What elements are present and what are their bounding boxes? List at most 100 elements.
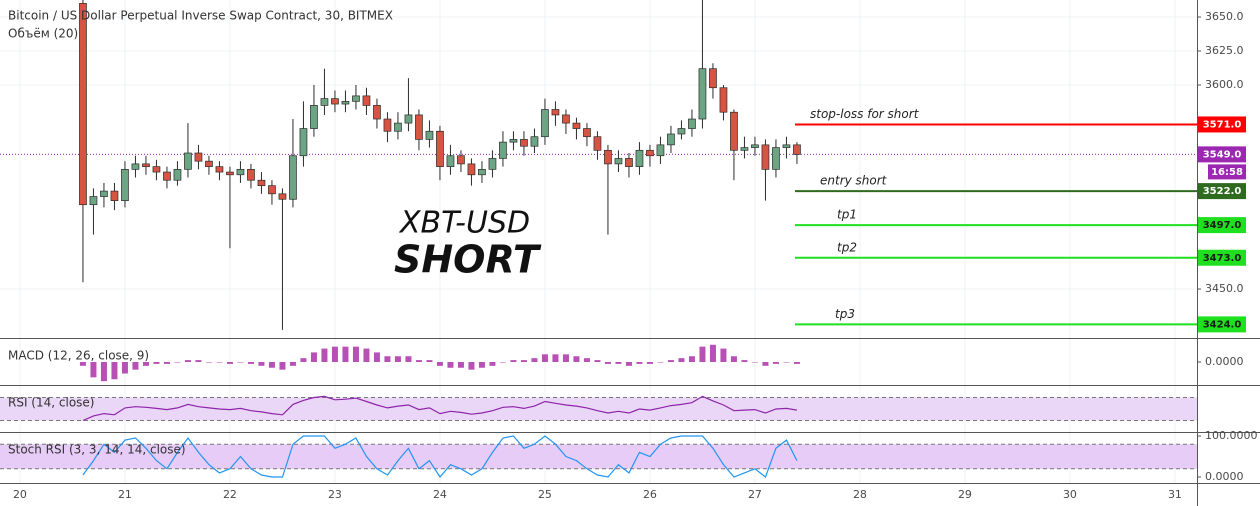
indicator-title: MACD (12, 26, close, 9) xyxy=(8,349,149,363)
histogram-bar xyxy=(111,362,118,380)
histogram-bar xyxy=(562,354,569,362)
annotation-symbol: XBT-USD xyxy=(398,206,530,241)
histogram-bar xyxy=(688,356,695,362)
level-badge xyxy=(1198,116,1246,133)
histogram-bar xyxy=(499,362,506,363)
histogram-bar xyxy=(657,362,664,363)
histogram-bar xyxy=(583,358,590,362)
x-tick-label: 22 xyxy=(223,488,237,501)
histogram-bar xyxy=(489,362,496,366)
candles xyxy=(79,0,801,330)
indicator-line xyxy=(82,395,797,422)
histogram-bar xyxy=(552,354,559,362)
y-tick-label: 0.0000 xyxy=(1205,355,1244,368)
histogram-bar xyxy=(384,356,391,362)
histogram-bar xyxy=(615,362,622,364)
annotation-signal: SHORT xyxy=(394,238,542,282)
histogram-bar xyxy=(258,362,265,366)
candle-body-up xyxy=(131,163,140,170)
y-tick-label: 3450.0 xyxy=(1205,282,1244,295)
candle-body-up xyxy=(677,128,686,135)
histogram-bar xyxy=(594,360,601,362)
histogram-bar xyxy=(783,362,790,363)
candle-body-up xyxy=(173,168,182,181)
candle-body-down xyxy=(593,136,602,151)
histogram-bar xyxy=(300,358,307,362)
histogram-bar xyxy=(132,362,139,370)
candle-body-down xyxy=(278,193,287,200)
candle-body-down xyxy=(730,111,738,151)
histogram-bar xyxy=(373,352,380,362)
level-text: tp1 xyxy=(837,208,857,222)
level-label: 3473.0 xyxy=(1203,253,1242,264)
level-label: 3571.0 xyxy=(1203,119,1242,130)
histogram-bar xyxy=(520,360,527,362)
histogram-bar xyxy=(195,360,202,362)
level-label: 3424.0 xyxy=(1203,319,1242,330)
histogram-bar xyxy=(342,346,349,362)
last-price-badge xyxy=(1198,146,1246,163)
candle-body-up xyxy=(635,149,644,167)
histogram-bar xyxy=(478,362,485,368)
histogram-bar xyxy=(678,358,685,362)
candle-body-down xyxy=(719,87,728,113)
candle-body-up xyxy=(289,155,297,200)
indicator xyxy=(0,435,1197,479)
histogram-bar xyxy=(352,346,359,362)
candle-body-up xyxy=(310,105,318,129)
candle-body-down xyxy=(110,190,119,201)
candle-body-up xyxy=(782,144,791,148)
y-tick-label: 3625.0 xyxy=(1205,44,1244,57)
level-text: tp2 xyxy=(837,240,857,254)
histogram-bar xyxy=(237,362,244,363)
histogram-bar xyxy=(268,362,275,368)
candle-body-down xyxy=(625,158,633,167)
y-tick-label: 3650.0 xyxy=(1205,10,1244,23)
histogram-bar xyxy=(541,354,548,362)
grid-layer xyxy=(0,0,1197,483)
histogram-bar xyxy=(730,356,737,362)
candle-body-up xyxy=(404,114,413,124)
candle-body-up xyxy=(614,158,623,165)
candle-body-down xyxy=(761,144,770,170)
x-tick-label: 24 xyxy=(433,488,447,501)
candle-body-down xyxy=(142,163,150,167)
histogram-bar xyxy=(751,362,758,363)
x-tick-label: 25 xyxy=(538,488,552,501)
candle-body-down xyxy=(268,185,276,195)
candle-body-up xyxy=(425,130,434,140)
candle-body-up xyxy=(688,118,696,129)
candle-body-up xyxy=(341,100,350,105)
candle-body-up xyxy=(751,144,759,148)
histogram-bar xyxy=(772,362,779,364)
x-tick-label: 23 xyxy=(328,488,342,501)
level-label: 3497.0 xyxy=(1203,220,1242,231)
candle-body-down xyxy=(793,144,801,155)
candle-body-down xyxy=(79,3,87,206)
candle-body-down xyxy=(373,105,381,120)
candle-body-down xyxy=(152,166,161,173)
histogram-bar xyxy=(415,360,422,362)
histogram-bar xyxy=(226,362,233,364)
candle-body-up xyxy=(100,190,108,197)
x-tick-label: 27 xyxy=(748,488,762,501)
candle-body-down xyxy=(331,98,339,105)
countdown-badge xyxy=(1208,164,1246,180)
candle-body-up xyxy=(772,147,780,170)
candle-body-down xyxy=(562,114,570,124)
histogram-bar xyxy=(289,362,296,366)
candle-body-down xyxy=(520,139,528,147)
histogram-bar xyxy=(394,356,401,362)
histogram-bar xyxy=(174,362,181,363)
histogram-bar xyxy=(625,362,632,366)
histogram-bar xyxy=(142,362,149,366)
histogram-bar xyxy=(468,362,475,370)
candle-body-up xyxy=(499,141,507,159)
histogram-bar xyxy=(153,362,160,364)
y-tick-label: 0.0000 xyxy=(1205,470,1244,483)
histogram-bar xyxy=(457,362,464,368)
chart-title: Bitcoin / US Dollar Perpetual Inverse Sw… xyxy=(8,9,393,23)
